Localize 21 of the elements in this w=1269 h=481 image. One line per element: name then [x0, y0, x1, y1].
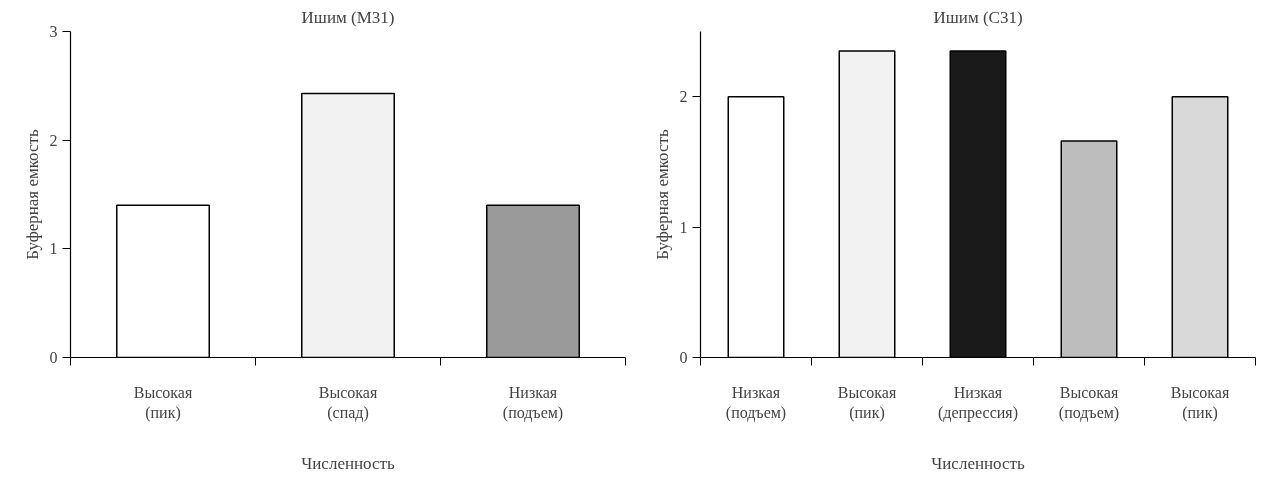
chart-title: Ишим (M31) [301, 7, 395, 27]
y-tick-label: 0 [679, 349, 688, 366]
y-tick-label: 1 [49, 240, 58, 258]
y-axis-title: Буферная емкость [652, 128, 672, 260]
x-tick-label: Высокая (пик) [1170, 383, 1230, 422]
y-tick-label: 3 [49, 23, 58, 40]
x-tick-label: Высокая (пик) [837, 383, 897, 422]
chart-title: Ишим (C31) [933, 7, 1023, 27]
x-tick-label: Низкая (подъем) [502, 383, 564, 422]
y-tick-label: 0 [49, 349, 58, 366]
y-tick-label: 2 [679, 88, 688, 106]
x-tick-label: Высокая (спад) [318, 383, 378, 422]
y-axis-title: Буферная емкость [22, 128, 42, 260]
x-tick-label: Высокая (пик) [133, 383, 193, 422]
x-axis-title: Численность [301, 453, 396, 473]
x-axis-title: Численность [931, 453, 1026, 473]
y-tick-label: 2 [49, 131, 58, 149]
y-tick-label: 1 [679, 218, 688, 236]
x-tick-label: Низкая (подъем) [725, 383, 787, 422]
x-tick-label: Низкая (депрессия) [937, 383, 1019, 422]
x-tick-label: Высокая (подъем) [1058, 383, 1120, 422]
